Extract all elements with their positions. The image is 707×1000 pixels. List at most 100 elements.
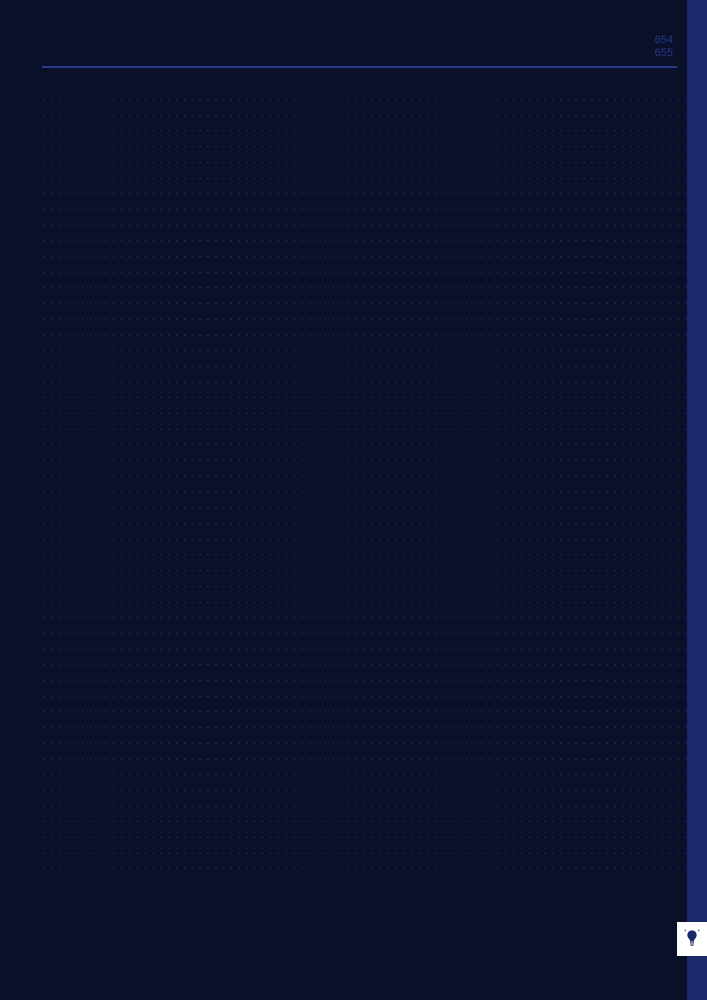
leader-dots: . . . . . . . . . . . . . . . . . . . . … <box>42 341 707 357</box>
index-entry: . . . . . . . . . . . . . . . . . . . . … <box>42 341 707 357</box>
leader-dots: . . . . . . . . . . . . . . . . . . . . … <box>42 216 707 232</box>
leader-dots: . . . . . . . . . . . . . . . . . . . . … <box>42 357 707 373</box>
index-entry: . . . . . . . . . . . . . . . . . . . . … <box>42 404 707 420</box>
index-entry: . . . . . . . . . . . . . . . . . . . . … <box>42 278 707 294</box>
leader-dots: . . . . . . . . . . . . . . . . . . . . … <box>42 90 707 106</box>
index-entry: . . . . . . . . . . . . . . . . . . . . … <box>42 545 707 561</box>
info-fab[interactable] <box>677 922 707 956</box>
leader-dots: . . . . . . . . . . . . . . . . . . . . … <box>42 294 707 310</box>
leader-dots: . . . . . . . . . . . . . . . . . . . . … <box>42 373 707 389</box>
index-entry: . . . . . . . . . . . . . . . . . . . . … <box>42 702 707 718</box>
index-entry: . . . . . . . . . . . . . . . . . . . . … <box>42 373 707 389</box>
index-entry: . . . . . . . . . . . . . . . . . . . . … <box>42 765 707 781</box>
leader-dots: . . . . . . . . . . . . . . . . . . . . … <box>42 593 707 609</box>
leader-dots: . . . . . . . . . . . . . . . . . . . . … <box>42 200 707 216</box>
index-entry: . . . . . . . . . . . . . . . . . . . . … <box>42 216 707 232</box>
leader-dots: . . . . . . . . . . . . . . . . . . . . … <box>42 435 707 451</box>
leader-dots: . . . . . . . . . . . . . . . . . . . . … <box>42 137 707 153</box>
leader-dots: . . . . . . . . . . . . . . . . . . . . … <box>42 687 707 703</box>
index-entry: . . . . . . . . . . . . . . . . . . . . … <box>42 200 707 216</box>
leader-dots: . . . . . . . . . . . . . . . . . . . . … <box>42 828 707 844</box>
index-entry: . . . . . . . . . . . . . . . . . . . . … <box>42 624 707 640</box>
leader-dots: . . . . . . . . . . . . . . . . . . . . … <box>42 718 707 734</box>
page-numbers: 654 655 <box>655 34 673 60</box>
index-col-left: . . . . . . . . . . . . . . . . . . . . … <box>42 90 707 990</box>
leader-dots: . . . . . . . . . . . . . . . . . . . . … <box>42 624 707 640</box>
leader-dots: . . . . . . . . . . . . . . . . . . . . … <box>42 530 707 546</box>
index-entry: . . . . . . . . . . . . . . . . . . . . … <box>42 451 707 467</box>
index-columns: . . . . . . . . . . . . . . . . . . . . … <box>42 90 677 990</box>
index-entry: . . . . . . . . . . . . . . . . . . . . … <box>42 231 707 247</box>
bulb-icon <box>684 929 700 949</box>
index-entry: . . . . . . . . . . . . . . . . . . . . … <box>42 750 707 766</box>
leader-dots: . . . . . . . . . . . . . . . . . . . . … <box>42 106 707 122</box>
index-entry: . . . . . . . . . . . . . . . . . . . . … <box>42 467 707 483</box>
index-entry: . . . . . . . . . . . . . . . . . . . . … <box>42 184 707 200</box>
index-entry: . . . . . . . . . . . . . . . . . . . . … <box>42 859 707 875</box>
index-entry: . . . . . . . . . . . . . . . . . . . . … <box>42 247 707 263</box>
leader-dots: . . . . . . . . . . . . . . . . . . . . … <box>42 640 707 656</box>
index-entry: . . . . . . . . . . . . . . . . . . . . … <box>42 687 707 703</box>
index-entry: . . . . . . . . . . . . . . . . . . . . … <box>42 169 707 185</box>
index-entry: . . . . . . . . . . . . . . . . . . . . … <box>42 294 707 310</box>
index-entry: . . . . . . . . . . . . . . . . . . . . … <box>42 577 707 593</box>
leader-dots: . . . . . . . . . . . . . . . . . . . . … <box>42 750 707 766</box>
index-entry: . . . . . . . . . . . . . . . . . . . . … <box>42 263 707 279</box>
index-entry: . . . . . . . . . . . . . . . . . . . . … <box>42 498 707 514</box>
index-entry: . . . . . . . . . . . . . . . . . . . . … <box>42 326 707 342</box>
leader-dots: . . . . . . . . . . . . . . . . . . . . … <box>42 184 707 200</box>
leader-dots: . . . . . . . . . . . . . . . . . . . . … <box>42 467 707 483</box>
index-entry: . . . . . . . . . . . . . . . . . . . . … <box>42 153 707 169</box>
leader-dots: . . . . . . . . . . . . . . . . . . . . … <box>42 702 707 718</box>
index-entry: . . . . . . . . . . . . . . . . . . . . … <box>42 420 707 436</box>
leader-dots: . . . . . . . . . . . . . . . . . . . . … <box>42 231 707 247</box>
index-entry: . . . . . . . . . . . . . . . . . . . . … <box>42 671 707 687</box>
index-entry: . . . . . . . . . . . . . . . . . . . . … <box>42 357 707 373</box>
index-entry: . . . . . . . . . . . . . . . . . . . . … <box>42 781 707 797</box>
leader-dots: . . . . . . . . . . . . . . . . . . . . … <box>42 514 707 530</box>
leader-dots: . . . . . . . . . . . . . . . . . . . . … <box>42 247 707 263</box>
index-entry: . . . . . . . . . . . . . . . . . . . . … <box>42 844 707 860</box>
index-entry: . . . . . . . . . . . . . . . . . . . . … <box>42 828 707 844</box>
index-entry: . . . . . . . . . . . . . . . . . . . . … <box>42 310 707 326</box>
leader-dots: . . . . . . . . . . . . . . . . . . . . … <box>42 483 707 499</box>
index-entry: . . . . . . . . . . . . . . . . . . . . … <box>42 137 707 153</box>
index-entry: . . . . . . . . . . . . . . . . . . . . … <box>42 90 707 106</box>
index-entry: . . . . . . . . . . . . . . . . . . . . … <box>42 483 707 499</box>
leader-dots: . . . . . . . . . . . . . . . . . . . . … <box>42 153 707 169</box>
index-entry: . . . . . . . . . . . . . . . . . . . . … <box>42 121 707 137</box>
leader-dots: . . . . . . . . . . . . . . . . . . . . … <box>42 765 707 781</box>
leader-dots: . . . . . . . . . . . . . . . . . . . . … <box>42 671 707 687</box>
index-entry: . . . . . . . . . . . . . . . . . . . . … <box>42 530 707 546</box>
leader-dots: . . . . . . . . . . . . . . . . . . . . … <box>42 451 707 467</box>
leader-dots: . . . . . . . . . . . . . . . . . . . . … <box>42 734 707 750</box>
index-entry: . . . . . . . . . . . . . . . . . . . . … <box>42 608 707 624</box>
leader-dots: . . . . . . . . . . . . . . . . . . . . … <box>42 498 707 514</box>
leader-dots: . . . . . . . . . . . . . . . . . . . . … <box>42 404 707 420</box>
leader-dots: . . . . . . . . . . . . . . . . . . . . … <box>42 812 707 828</box>
leader-dots: . . . . . . . . . . . . . . . . . . . . … <box>42 781 707 797</box>
leader-dots: . . . . . . . . . . . . . . . . . . . . … <box>42 278 707 294</box>
leader-dots: . . . . . . . . . . . . . . . . . . . . … <box>42 388 707 404</box>
index-entry: . . . . . . . . . . . . . . . . . . . . … <box>42 734 707 750</box>
index-entry: . . . . . . . . . . . . . . . . . . . . … <box>42 435 707 451</box>
leader-dots: . . . . . . . . . . . . . . . . . . . . … <box>42 326 707 342</box>
index-entry: . . . . . . . . . . . . . . . . . . . . … <box>42 593 707 609</box>
index-entry: . . . . . . . . . . . . . . . . . . . . … <box>42 655 707 671</box>
page-num-2: 655 <box>655 47 673 60</box>
index-entry: . . . . . . . . . . . . . . . . . . . . … <box>42 640 707 656</box>
index-entry: . . . . . . . . . . . . . . . . . . . . … <box>42 561 707 577</box>
leader-dots: . . . . . . . . . . . . . . . . . . . . … <box>42 169 707 185</box>
index-entry: . . . . . . . . . . . . . . . . . . . . … <box>42 797 707 813</box>
index-entry: . . . . . . . . . . . . . . . . . . . . … <box>42 812 707 828</box>
leader-dots: . . . . . . . . . . . . . . . . . . . . … <box>42 797 707 813</box>
leader-dots: . . . . . . . . . . . . . . . . . . . . … <box>42 859 707 875</box>
page-num-1: 654 <box>655 34 673 47</box>
leader-dots: . . . . . . . . . . . . . . . . . . . . … <box>42 545 707 561</box>
leader-dots: . . . . . . . . . . . . . . . . . . . . … <box>42 420 707 436</box>
leader-dots: . . . . . . . . . . . . . . . . . . . . … <box>42 561 707 577</box>
header-rule <box>42 66 677 68</box>
index-entry: . . . . . . . . . . . . . . . . . . . . … <box>42 388 707 404</box>
leader-dots: . . . . . . . . . . . . . . . . . . . . … <box>42 121 707 137</box>
leader-dots: . . . . . . . . . . . . . . . . . . . . … <box>42 310 707 326</box>
